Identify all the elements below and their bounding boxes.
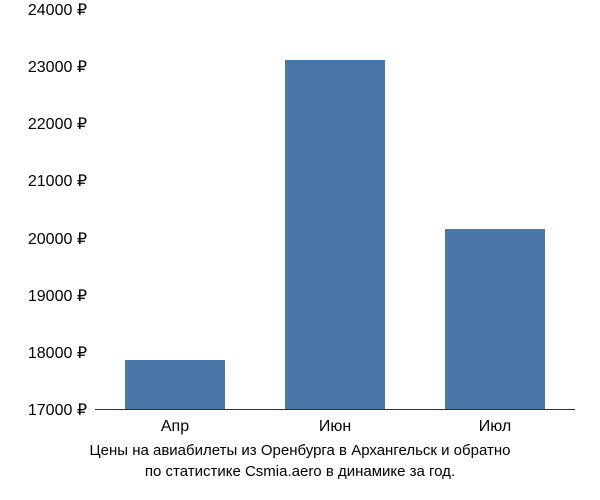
y-tick-label: 22000 ₽ bbox=[28, 114, 87, 134]
x-tick-label: Июн bbox=[319, 418, 351, 436]
y-tick-label: 19000 ₽ bbox=[28, 286, 87, 306]
plot-area bbox=[95, 10, 575, 410]
bar bbox=[445, 229, 544, 409]
x-tick-label: Июл bbox=[479, 418, 511, 436]
y-tick-label: 20000 ₽ bbox=[28, 229, 87, 249]
y-tick-label: 23000 ₽ bbox=[28, 57, 87, 77]
bar bbox=[125, 360, 224, 409]
price-bar-chart: 17000 ₽ 18000 ₽ 19000 ₽ 20000 ₽ 21000 ₽ 22000… bbox=[0, 0, 600, 500]
y-tick-label: 18000 ₽ bbox=[28, 343, 87, 363]
y-axis: 17000 ₽18000 ₽19000 ₽20000 ₽21000 ₽22000… bbox=[0, 10, 95, 410]
chart-caption: Цены на авиабилеты из Оренбурга в Арханг… bbox=[0, 440, 600, 482]
y-tick-label: 24000 ₽ bbox=[28, 0, 87, 20]
y-tick-label: 21000 ₽ bbox=[28, 171, 87, 191]
x-tick-label: Апр bbox=[161, 418, 189, 436]
caption-line-2: по статистике Csmia.aero в динамике за г… bbox=[145, 463, 455, 480]
y-tick-label: 17000 ₽ bbox=[28, 400, 87, 420]
caption-line-1: Цены на авиабилеты из Оренбурга в Арханг… bbox=[90, 442, 511, 459]
bar bbox=[285, 60, 384, 409]
